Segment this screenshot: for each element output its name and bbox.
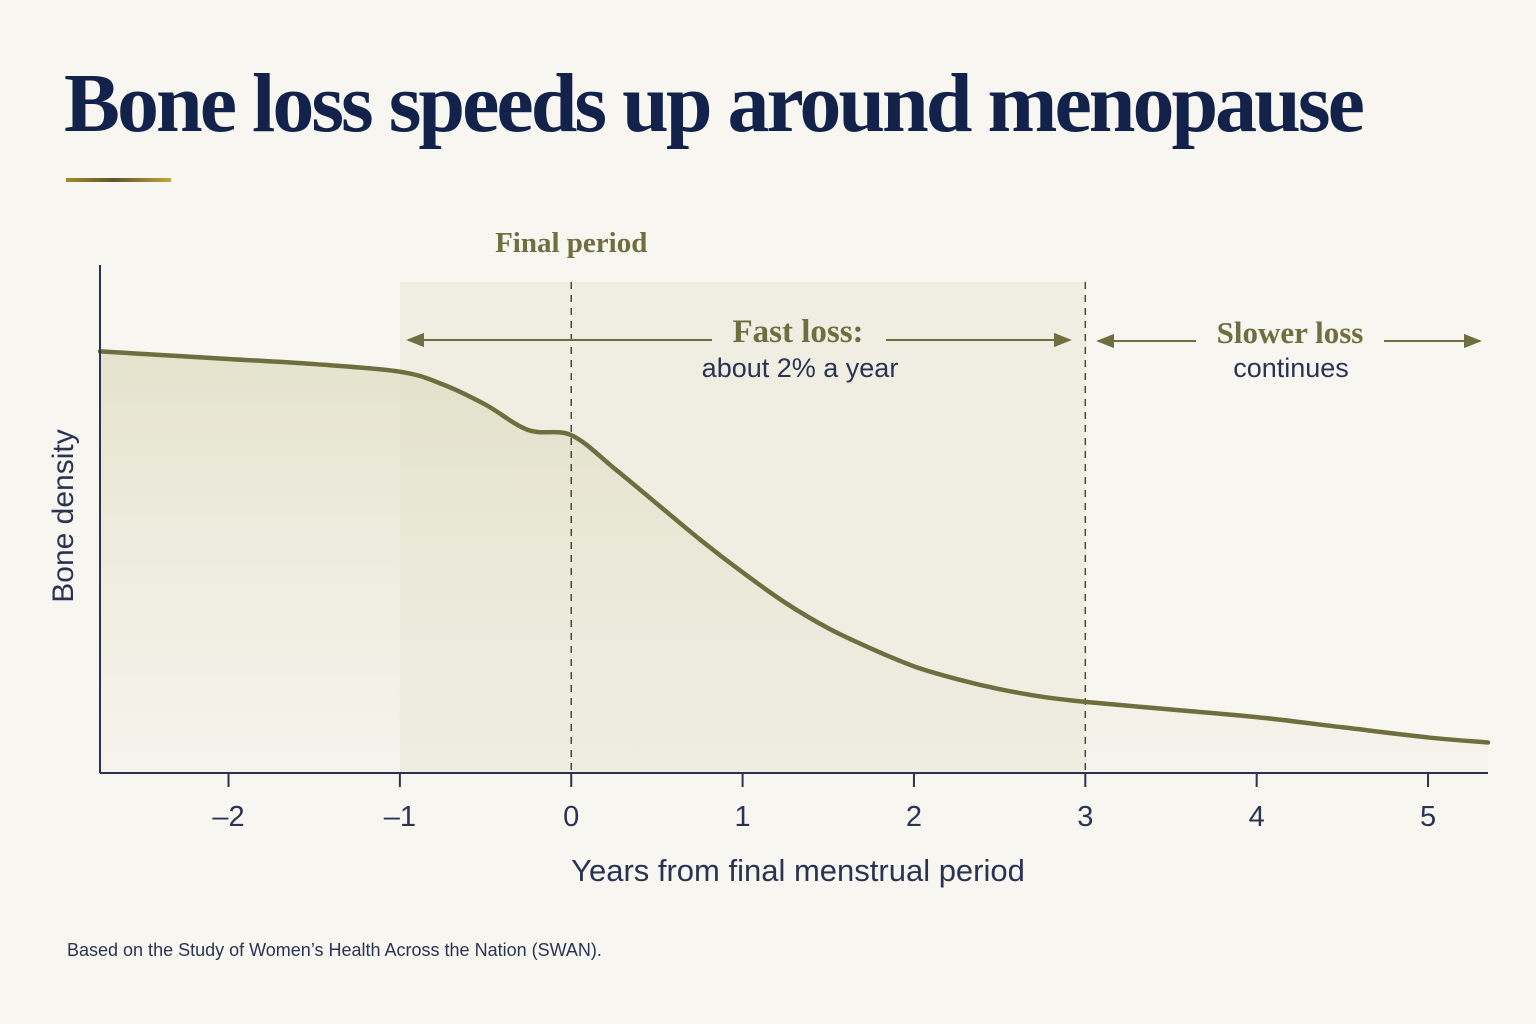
x-axis-label: Years from final menstrual period — [571, 853, 1025, 888]
x-tick-label: 5 — [1420, 801, 1436, 833]
x-tick-label: 4 — [1249, 801, 1265, 833]
x-tick-label: 1 — [735, 801, 751, 833]
slower-loss-detail: continues — [1233, 353, 1349, 383]
x-tick-label: 0 — [563, 801, 579, 833]
fast-loss-detail: about 2% a year — [702, 353, 899, 383]
bone-density-curve — [97, 349, 1491, 745]
x-tick-label: –1 — [384, 801, 416, 833]
slower-loss-heading: Slower loss — [1217, 315, 1364, 350]
x-tick-label: 3 — [1077, 801, 1093, 833]
source-footnote: Based on the Study of Women’s Health Acr… — [67, 940, 602, 960]
title-underline — [66, 178, 171, 182]
bone-density-area — [100, 351, 1488, 773]
x-tick-label: 2 — [906, 801, 922, 833]
fast-loss-heading: Fast loss: — [732, 314, 863, 350]
y-axis-label: Bone density — [47, 429, 80, 602]
x-tick-label: –2 — [212, 801, 244, 833]
page-title: Bone loss speeds up around menopause — [64, 57, 1365, 150]
final-period-label: Final period — [495, 227, 647, 259]
